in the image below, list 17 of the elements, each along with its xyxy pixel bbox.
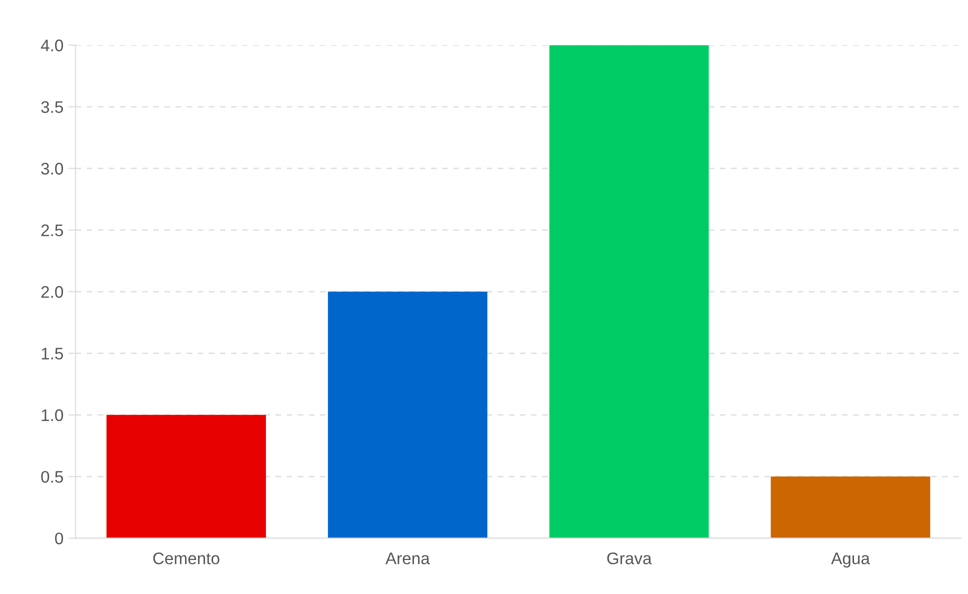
x-tick-label: Cemento — [153, 552, 220, 564]
bar — [770, 476, 930, 538]
bar — [328, 292, 488, 538]
x-tick-label: Arena — [385, 552, 430, 564]
y-tick-label: 3.0 — [41, 162, 64, 175]
x-tick-label: Agua — [831, 552, 870, 568]
y-tick-label: 0.5 — [41, 470, 63, 483]
y-tick-label: 2.0 — [41, 286, 64, 298]
y-tick-label: 4.0 — [40, 40, 64, 52]
y-tick-label: 3.5 — [41, 101, 63, 113]
bar — [106, 414, 266, 538]
bar — [549, 45, 709, 538]
y-tick-label: 2.5 — [41, 224, 63, 236]
y-tick-label: 0 — [55, 532, 64, 544]
x-tick-label: Grava — [607, 552, 652, 564]
y-tick-label: 1.0 — [42, 409, 64, 422]
y-tick-label: 1.5 — [42, 348, 63, 360]
